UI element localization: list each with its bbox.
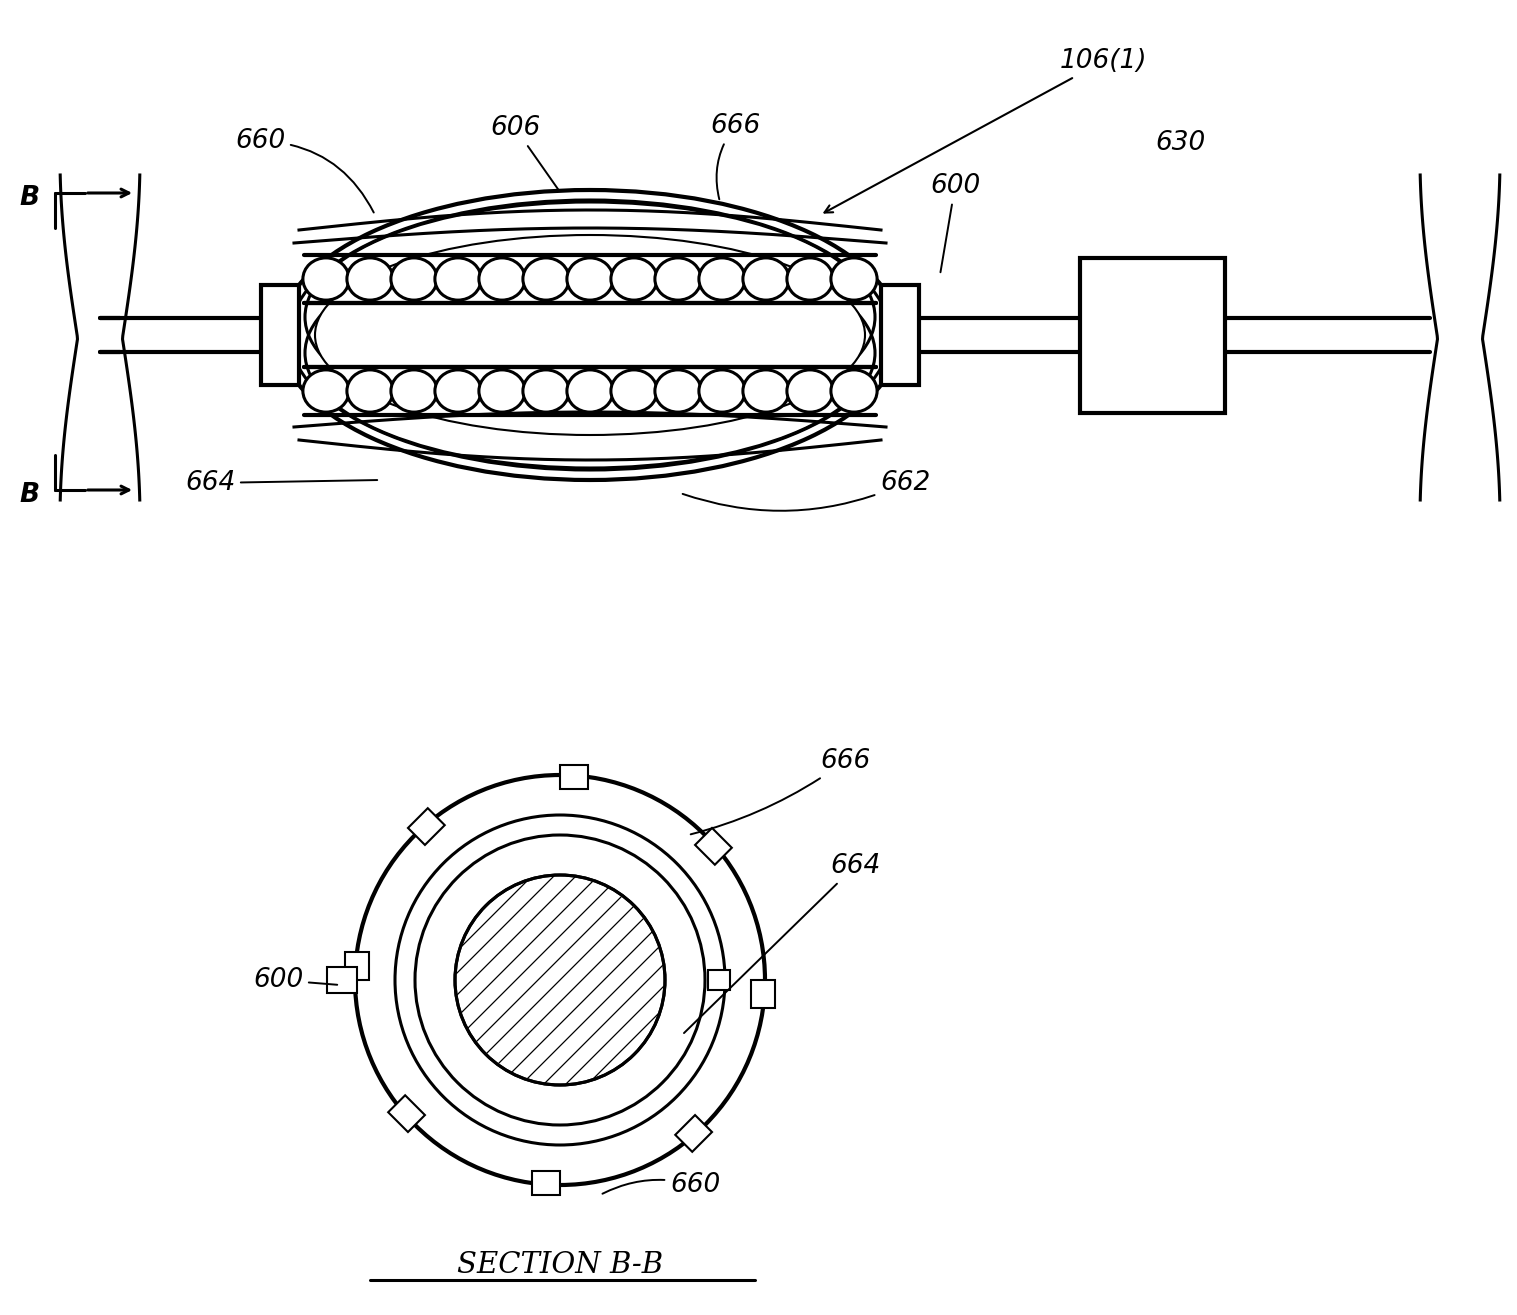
Ellipse shape [611,258,657,300]
Bar [328,967,356,993]
Circle shape [416,835,705,1126]
Ellipse shape [347,258,393,300]
Text: 600: 600 [930,174,980,272]
Circle shape [455,874,664,1085]
Ellipse shape [743,258,789,300]
Text: 600: 600 [253,967,337,993]
Text: 660: 660 [602,1172,721,1198]
Polygon shape [560,765,589,789]
Bar [881,285,919,385]
Ellipse shape [303,370,349,412]
Bar [708,970,730,990]
Ellipse shape [831,258,877,300]
Polygon shape [408,809,444,846]
Bar [261,285,299,385]
Polygon shape [751,980,775,1009]
Ellipse shape [743,370,789,412]
Ellipse shape [347,370,393,412]
Text: 662: 662 [683,469,930,510]
Ellipse shape [655,258,701,300]
Text: 606: 606 [490,114,558,189]
Ellipse shape [435,258,481,300]
Ellipse shape [655,370,701,412]
Ellipse shape [391,258,437,300]
Ellipse shape [699,258,745,300]
Polygon shape [695,828,731,865]
Text: B: B [20,185,39,210]
Text: 664: 664 [185,469,378,496]
Ellipse shape [699,370,745,412]
Ellipse shape [523,370,569,412]
Ellipse shape [479,370,525,412]
Ellipse shape [523,258,569,300]
Ellipse shape [831,370,877,412]
Polygon shape [344,952,369,980]
Text: 666: 666 [710,113,760,200]
Polygon shape [532,1170,560,1195]
Ellipse shape [611,370,657,412]
Ellipse shape [567,370,613,412]
Ellipse shape [435,370,481,412]
Text: SECTION B-B: SECTION B-B [457,1251,663,1279]
Polygon shape [388,1095,425,1132]
Bar [1080,258,1226,413]
Polygon shape [675,1115,711,1152]
Ellipse shape [303,258,349,300]
Ellipse shape [290,200,890,469]
Text: 664: 664 [684,853,880,1034]
Ellipse shape [316,235,865,435]
Circle shape [355,775,765,1185]
Text: B: B [20,483,39,508]
Ellipse shape [787,258,833,300]
Ellipse shape [391,370,437,412]
Ellipse shape [567,258,613,300]
Text: 106(1): 106(1) [825,49,1147,213]
Text: 630: 630 [1154,130,1204,156]
Circle shape [394,815,725,1145]
Ellipse shape [787,370,833,412]
Ellipse shape [479,258,525,300]
Ellipse shape [281,189,900,480]
Text: 660: 660 [235,128,373,213]
Text: 666: 666 [690,748,871,834]
